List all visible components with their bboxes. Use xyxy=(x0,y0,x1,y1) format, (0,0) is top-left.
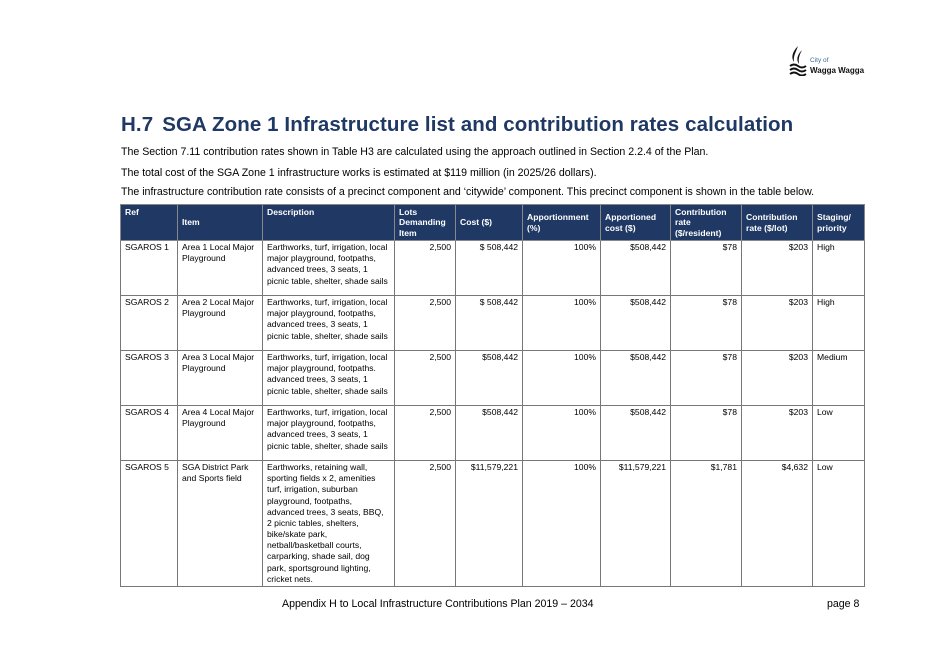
intro-paragraph-2: The total cost of the SGA Zone 1 infrast… xyxy=(121,167,597,179)
cell-rate-lot: $4,632 xyxy=(741,460,813,587)
cell-item: Area 3 Local Major Playground xyxy=(177,350,263,406)
cell-cost: $ 508,442 xyxy=(455,295,523,351)
cell-apportionment: 100% xyxy=(522,240,601,296)
table-row: SGAROS 5 SGA District Park and Sports fi… xyxy=(120,460,865,587)
table-row: SGAROS 1 Area 1 Local Major Playground E… xyxy=(120,240,865,296)
cell-apportionment: 100% xyxy=(522,460,601,587)
cell-ref: SGAROS 1 xyxy=(120,240,178,296)
cell-ref: SGAROS 3 xyxy=(120,350,178,406)
header-rate-resident: Contribution rate ($/resident) xyxy=(670,204,742,241)
section-title: SGA Zone 1 Infrastructure list and contr… xyxy=(162,113,794,136)
cell-rate-resident: $1,781 xyxy=(670,460,742,587)
table-row: SGAROS 3 Area 3 Local Major Playground E… xyxy=(120,350,865,406)
cell-staging: High xyxy=(812,295,865,351)
cell-staging: High xyxy=(812,240,865,296)
cell-apportionment: 100% xyxy=(522,295,601,351)
cell-description: Earthworks, turf, irrigation, local majo… xyxy=(262,405,395,461)
infrastructure-table: Ref Item Description Lots Demanding Item… xyxy=(120,204,865,587)
cell-apportioned-cost: $11,579,221 xyxy=(600,460,671,587)
section-number: H.7 xyxy=(121,113,154,136)
cell-item: Area 4 Local Major Playground xyxy=(177,405,263,461)
intro-paragraph-3: The infrastructure contribution rate con… xyxy=(121,186,815,198)
cell-cost: $ 508,442 xyxy=(455,240,523,296)
cell-item: Area 2 Local Major Playground xyxy=(177,295,263,351)
cell-description: Earthworks, retaining wall, sporting fie… xyxy=(262,460,395,587)
header-apportioned-cost: Apportioned cost ($) xyxy=(600,204,671,241)
cell-staging: Low xyxy=(812,460,865,587)
cell-description: Earthworks, turf, irrigation, local majo… xyxy=(262,240,395,296)
cell-ref: SGAROS 2 xyxy=(120,295,178,351)
header-staging: Staging/ priority xyxy=(812,204,865,241)
cell-cost: $508,442 xyxy=(455,405,523,461)
cell-rate-lot: $203 xyxy=(741,240,813,296)
cell-rate-resident: $78 xyxy=(670,240,742,296)
cell-item: SGA District Park and Sports field xyxy=(177,460,263,587)
cell-description: Earthworks, turf, irrigation, local majo… xyxy=(262,295,395,351)
header-cost: Cost ($) xyxy=(455,204,523,241)
cell-apportioned-cost: $508,442 xyxy=(600,350,671,406)
cell-apportionment: 100% xyxy=(522,405,601,461)
cell-description: Earthworks, turf, irrigation, local majo… xyxy=(262,350,395,406)
wagga-logo-icon xyxy=(789,46,807,76)
cell-lots: 2,500 xyxy=(394,295,456,351)
cell-rate-resident: $78 xyxy=(670,295,742,351)
cell-rate-resident: $78 xyxy=(670,405,742,461)
cell-cost: $508,442 xyxy=(455,350,523,406)
cell-rate-resident: $78 xyxy=(670,350,742,406)
header-ref: Ref xyxy=(120,204,178,241)
cell-apportioned-cost: $508,442 xyxy=(600,405,671,461)
cell-apportioned-cost: $508,442 xyxy=(600,240,671,296)
cell-staging: Low xyxy=(812,405,865,461)
header-apportionment: Apportionment (%) xyxy=(522,204,601,241)
cell-apportioned-cost: $508,442 xyxy=(600,295,671,351)
header-rate-lot: Contribution rate ($/lot) xyxy=(741,204,813,241)
table-header-row: Ref Item Description Lots Demanding Item… xyxy=(120,204,865,241)
cell-lots: 2,500 xyxy=(394,240,456,296)
cell-staging: Medium xyxy=(812,350,865,406)
cell-rate-lot: $203 xyxy=(741,295,813,351)
cell-rate-lot: $203 xyxy=(741,350,813,406)
page-number: page 8 xyxy=(827,598,860,610)
logo-city-text: City of xyxy=(810,57,829,64)
cell-rate-lot: $203 xyxy=(741,405,813,461)
logo-name-text: Wagga Wagga xyxy=(810,66,865,75)
header-item: Item xyxy=(177,204,263,241)
cell-lots: 2,500 xyxy=(394,405,456,461)
cell-ref: SGAROS 4 xyxy=(120,405,178,461)
header-lots-demanding: Lots Demanding Item xyxy=(394,204,456,241)
header-description: Description xyxy=(262,204,395,241)
city-logo: City of Wagga Wagga xyxy=(788,44,868,80)
section-heading: H.7 SGA Zone 1 Infrastructure list and co… xyxy=(121,113,793,137)
cell-apportionment: 100% xyxy=(522,350,601,406)
cell-lots: 2,500 xyxy=(394,460,456,587)
cell-ref: SGAROS 5 xyxy=(120,460,178,587)
intro-paragraph-1: The Section 7.11 contribution rates show… xyxy=(121,146,709,158)
table-row: SGAROS 4 Area 4 Local Major Playground E… xyxy=(120,405,865,461)
cell-lots: 2,500 xyxy=(394,350,456,406)
cell-item: Area 1 Local Major Playground xyxy=(177,240,263,296)
cell-cost: $11,579,221 xyxy=(455,460,523,587)
footer-text: Appendix H to Local Infrastructure Contr… xyxy=(282,598,594,610)
table-row: SGAROS 2 Area 2 Local Major Playground E… xyxy=(120,295,865,351)
